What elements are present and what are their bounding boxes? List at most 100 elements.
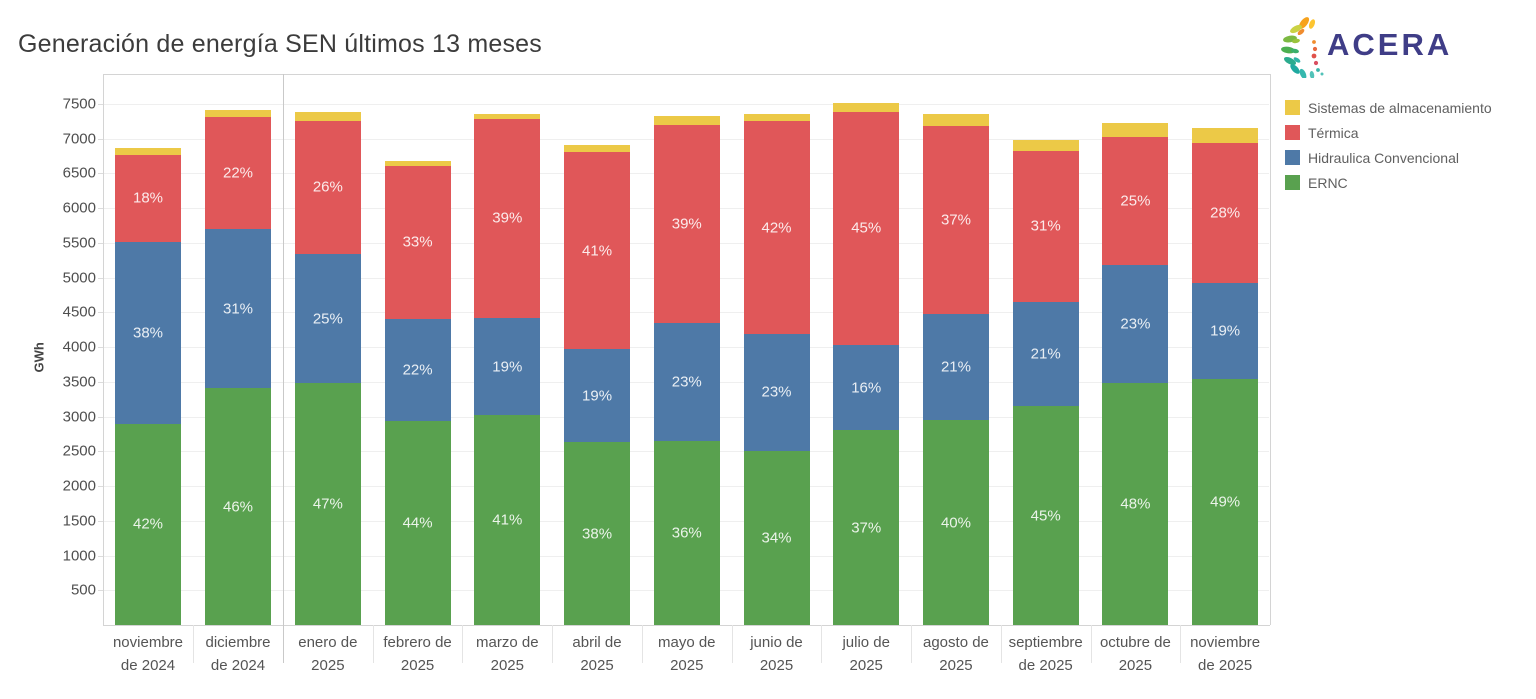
bar-segment-marzo-de-2025-hidraulica-convencional[interactable] — [474, 317, 541, 416]
y-tick-mark-1000 — [98, 555, 103, 557]
bar-segment-mayo-de-2025-hidraulica-convencional[interactable] — [653, 322, 720, 441]
bar-segment-noviembre-de-2025-ernc[interactable] — [1192, 379, 1259, 625]
legend-item-sistemas-de-almacenamiento[interactable]: Sistemas de almacenamiento — [1285, 95, 1492, 120]
y-tick-label-6500: 6500 — [62, 164, 96, 182]
bar-segment-octubre-de-2025-hidraulica-convencional[interactable] — [1102, 265, 1169, 383]
bar-segment-junio-de-2025-ernc[interactable] — [743, 450, 810, 625]
y-tick-mark-4500 — [98, 312, 103, 314]
bar-segment-junio-de-2025-hidraulica-convencional[interactable] — [743, 333, 810, 451]
bar-segment-noviembre-de-2024-hidraulica-convencional[interactable] — [115, 241, 181, 424]
bar-segment-mayo-de-2025-ernc[interactable] — [653, 440, 720, 625]
legend: Sistemas de almacenamiento Térmica Hidraul… — [1285, 95, 1492, 195]
bar-segment-junio-de-2025-sistemas-de-almacenamiento[interactable] — [743, 113, 810, 122]
bar-segment-enero-de-2025-t-rmica[interactable] — [294, 120, 361, 255]
legend-label-t-rmica: Térmica — [1308, 124, 1359, 141]
legend-item-t-rmica[interactable]: Térmica — [1285, 120, 1492, 145]
x-axis-label-septiembre-de-2025: septiembre de 2025 — [1008, 634, 1083, 674]
bar-segment-diciembre-de-2024-t-rmica[interactable] — [205, 117, 271, 230]
acera-logo-icon — [1281, 17, 1324, 80]
category-divider-4 — [641, 625, 643, 663]
category-divider-1 — [372, 625, 374, 663]
bar-segment-mayo-de-2025-t-rmica[interactable] — [653, 124, 720, 323]
bar-segment-septiembre-de-2025-hidraulica-convencional[interactable] — [1012, 301, 1079, 407]
category-divider-7 — [911, 625, 913, 663]
bar-segment-julio-de-2025-hidraulica-convencional[interactable] — [833, 345, 900, 431]
bar-segment-diciembre-de-2024-hidraulica-convencional[interactable] — [205, 229, 271, 389]
category-divider-10 — [1180, 625, 1182, 663]
bar-segment-septiembre-de-2025-ernc[interactable] — [1012, 406, 1079, 625]
bar-segment-octubre-de-2025-ernc[interactable] — [1102, 382, 1169, 625]
plot-border-left — [103, 74, 104, 625]
plot-border-right — [1270, 74, 1271, 625]
x-axis-label-diciembre-de-2024: diciembre de 2024 — [205, 634, 271, 674]
y-tick-label-6000: 6000 — [62, 199, 96, 217]
y-tick-mark-2500 — [98, 451, 103, 453]
category-divider-2 — [462, 625, 464, 663]
bar-segment-septiembre-de-2025-t-rmica[interactable] — [1012, 150, 1079, 302]
bar-segment-noviembre-de-2024-sistemas-de-almacenamiento[interactable] — [115, 147, 181, 156]
bar-segment-enero-de-2025-sistemas-de-almacenamiento[interactable] — [294, 112, 361, 121]
y-tick-mark-6500 — [98, 173, 103, 175]
plot-border-bottom — [103, 625, 1270, 626]
bar-segment-septiembre-de-2025-sistemas-de-almacenamiento[interactable] — [1012, 140, 1079, 151]
bar-segment-febrero-de-2025-hidraulica-convencional[interactable] — [384, 318, 451, 421]
legend-swatch-ernc — [1285, 175, 1300, 190]
bar-segment-enero-de-2025-ernc[interactable] — [294, 383, 361, 625]
x-axis-label-noviembre-de-2025: noviembre de 2025 — [1190, 634, 1261, 674]
legend-swatch-sistemas-de-almacenamiento — [1285, 100, 1300, 115]
bar-segment-junio-de-2025-t-rmica[interactable] — [743, 121, 810, 334]
bar-segment-abril-de-2025-t-rmica[interactable] — [564, 151, 631, 350]
bar-segment-julio-de-2025-sistemas-de-almacenamiento[interactable] — [833, 102, 900, 112]
category-divider-6 — [821, 625, 823, 663]
bar-segment-octubre-de-2025-sistemas-de-almacenamiento[interactable] — [1102, 122, 1169, 138]
x-axis-label-noviembre-de-2024: noviembre de 2024 — [112, 634, 184, 674]
bar-segment-marzo-de-2025-t-rmica[interactable] — [474, 118, 541, 318]
x-axis-label-mayo-de-2025: mayo de 2025 — [657, 634, 716, 674]
bar-segment-noviembre-de-2025-sistemas-de-almacenamiento[interactable] — [1192, 127, 1259, 143]
y-tick-label-1500: 1500 — [62, 512, 96, 530]
legend-label-ernc: ERNC — [1308, 174, 1348, 191]
bar-segment-febrero-de-2025-t-rmica[interactable] — [384, 165, 451, 319]
bar-segment-marzo-de-2025-sistemas-de-almacenamiento[interactable] — [474, 113, 541, 119]
bar-segment-enero-de-2025-hidraulica-convencional[interactable] — [294, 254, 361, 384]
pane-separator — [283, 74, 284, 663]
x-axis-label-febrero-de-2025: febrero de 2025 — [383, 634, 452, 674]
bar-segment-diciembre-de-2024-ernc[interactable] — [205, 388, 271, 625]
bar-segment-julio-de-2025-ernc[interactable] — [833, 430, 900, 625]
y-tick-mark-6000 — [98, 208, 103, 210]
y-tick-label-4500: 4500 — [62, 303, 96, 321]
bar-segment-abril-de-2025-ernc[interactable] — [564, 442, 631, 625]
bar-segment-noviembre-de-2025-t-rmica[interactable] — [1192, 142, 1259, 283]
bar-segment-marzo-de-2025-ernc[interactable] — [474, 415, 541, 625]
y-tick-mark-2000 — [98, 486, 103, 488]
legend-item-ernc[interactable]: ERNC — [1285, 170, 1492, 195]
x-axis-label-junio-de-2025: junio de 2025 — [750, 634, 803, 674]
category-divider-8 — [1000, 625, 1002, 663]
y-tick-label-3500: 3500 — [62, 373, 96, 391]
bar-segment-mayo-de-2025-sistemas-de-almacenamiento[interactable] — [653, 115, 720, 125]
bar-segment-diciembre-de-2024-sistemas-de-almacenamiento[interactable] — [205, 110, 271, 118]
bar-segment-febrero-de-2025-sistemas-de-almacenamiento[interactable] — [384, 160, 451, 166]
x-axis-label-agosto-de-2025: agosto de 2025 — [923, 634, 989, 674]
y-tick-label-2500: 2500 — [62, 442, 96, 460]
legend-label-sistemas-de-almacenamiento: Sistemas de almacenamiento — [1308, 99, 1492, 116]
bar-segment-agosto-de-2025-sistemas-de-almacenamiento[interactable] — [922, 113, 989, 126]
bar-segment-abril-de-2025-sistemas-de-almacenamiento[interactable] — [564, 144, 631, 152]
y-tick-mark-4000 — [98, 347, 103, 349]
bar-segment-abril-de-2025-hidraulica-convencional[interactable] — [564, 349, 631, 443]
bar-segment-agosto-de-2025-t-rmica[interactable] — [922, 125, 989, 314]
bar-segment-noviembre-de-2024-t-rmica[interactable] — [115, 155, 181, 242]
plot-border-top — [103, 74, 1270, 75]
bar-segment-julio-de-2025-t-rmica[interactable] — [833, 111, 900, 346]
bar-segment-agosto-de-2025-ernc[interactable] — [922, 420, 989, 625]
legend-item-hidraulica-convencional[interactable]: Hidraulica Convencional — [1285, 145, 1492, 170]
bar-segment-agosto-de-2025-hidraulica-convencional[interactable] — [922, 313, 989, 421]
bar-segment-noviembre-de-2025-hidraulica-convencional[interactable] — [1192, 282, 1259, 380]
chart-title: Generación de energía SEN últimos 13 mes… — [18, 30, 542, 58]
y-tick-label-2000: 2000 — [62, 477, 96, 495]
acera-logo: ACERA — [1281, 14, 1511, 80]
bar-segment-noviembre-de-2024-ernc[interactable] — [115, 423, 181, 625]
bar-segment-febrero-de-2025-ernc[interactable] — [384, 420, 451, 625]
bar-segment-octubre-de-2025-t-rmica[interactable] — [1102, 137, 1169, 266]
